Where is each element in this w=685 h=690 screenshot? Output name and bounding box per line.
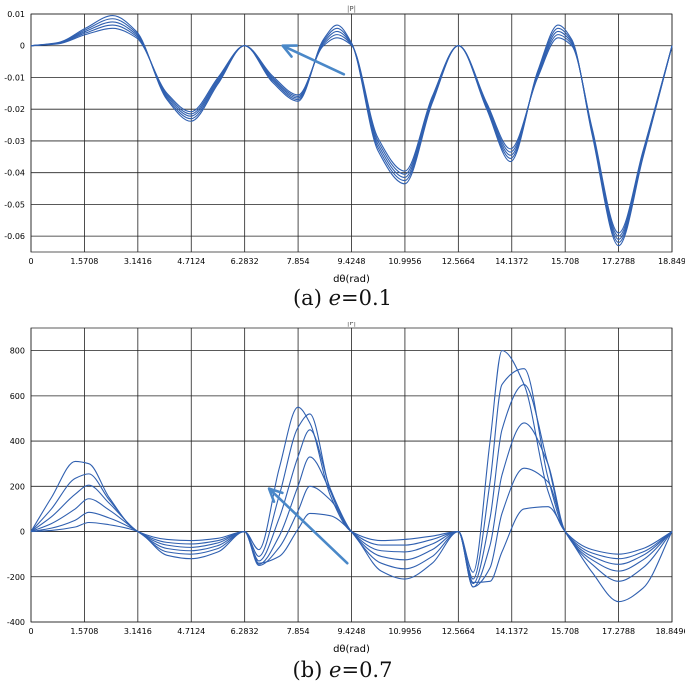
chart-a-xtick-label-4: 6.2832 [231, 257, 259, 266]
chart-b-xtick-label-5: 7.854 [287, 627, 310, 636]
chart-b-xtick-label-0: 0 [28, 627, 33, 636]
chart-b-ytick-label-1: 600 [10, 392, 25, 401]
chart-b-xtick-label-1: 1.5708 [70, 627, 98, 636]
chart-b-ytick-label-4: 0 [20, 528, 25, 537]
caption-b-var: e [329, 658, 342, 682]
chart-a-xtick-label-2: 3.1416 [124, 257, 152, 266]
chart-a-arrow-annotation [281, 44, 346, 76]
chart-b-ytick-label-6: -400 [7, 618, 25, 627]
chart-b-xtick-label-10: 15.708 [551, 627, 579, 636]
chart-a-xtick-label-5: 7.854 [287, 257, 310, 266]
chart-b-xtick-label-6: 9.4248 [338, 627, 366, 636]
chart-b-xtick-label-11: 17.2788 [602, 627, 635, 636]
chart-a-xtick-label-9: 14.1372 [495, 257, 528, 266]
chart-b-arrow-annotation [267, 487, 349, 565]
chart-a-xtick-label-11: 17.2788 [602, 257, 635, 266]
chart-b-xtick-label-3: 4.7124 [177, 627, 205, 636]
chart-a-xtick-label-3: 4.7124 [177, 257, 205, 266]
chart-b-ytick-label-0: 800 [10, 347, 25, 356]
caption-b-value: =0.7 [341, 658, 393, 682]
chart-b-series-line-5 [30, 506, 673, 603]
chart-a-xtick-label-10: 15.708 [551, 257, 579, 266]
chart-a-ytick-label-6: -0.05 [4, 200, 25, 209]
chart-a-xtick-label-12: 18.849 [658, 257, 685, 266]
chart-b-xtick-label-2: 3.1416 [124, 627, 152, 636]
chart-b-xtick-label-7: 10.9956 [388, 627, 421, 636]
chart-a-xtick-label-8: 12.5664 [442, 257, 475, 266]
chart-b: 0 1.5708 3.1416 4.7124 6.2832 7.854 9.4248 10.9… [7, 322, 685, 655]
caption-b: (b) e=0.7 [0, 658, 685, 682]
chart-b-xtick-label-4: 6.2832 [231, 627, 259, 636]
caption-a-value: =0.1 [341, 286, 393, 310]
chart-a-xtick-label-0: 0 [28, 257, 33, 266]
chart-a: 0 1.5708 3.1416 4.7124 6.2832 7.854 9.4248 10.9… [4, 5, 685, 285]
chart-a-ytick-label-0: 0.01 [7, 10, 25, 19]
chart-b-xtick-label-8: 12.5664 [442, 627, 475, 636]
chart-a-ytick-label-1: 0 [20, 42, 25, 51]
chart-a-ytick-label-2: -0.01 [4, 73, 25, 82]
chart-b-title: |P| [347, 322, 356, 327]
chart-a-xtick-label-7: 10.9956 [388, 257, 421, 266]
chart-b-ytick-label-2: 400 [10, 437, 25, 446]
chart-b-ytick-label-3: 200 [10, 482, 25, 491]
chart-a-ytick-label-3: -0.02 [4, 105, 25, 114]
caption-b-prefix: (b) [292, 658, 330, 682]
caption-a: (a) e=0.1 [0, 286, 685, 310]
chart-a-xtick-label-1: 1.5708 [70, 257, 98, 266]
chart-a-title: |P| [347, 5, 356, 13]
chart-a-xtick-label-6: 9.4248 [338, 257, 366, 266]
chart-b-ytick-label-5: -200 [7, 573, 25, 582]
chart-a-xlabel: dθ(rad) [333, 274, 370, 285]
chart-b-xtick-label-9: 14.1372 [495, 627, 528, 636]
chart-b-xtick-label-12: 18.8496 [655, 627, 685, 636]
chart-a-series-line-4 [30, 27, 673, 234]
chart-a-ytick-label-5: -0.04 [4, 169, 25, 178]
chart-a-ytick-label-4: -0.03 [4, 137, 25, 146]
caption-a-prefix: (a) [292, 286, 329, 310]
caption-a-var: e [328, 286, 342, 310]
chart-a-ytick-label-7: -0.06 [4, 232, 25, 241]
chart-b-xlabel: dθ(rad) [333, 644, 370, 655]
